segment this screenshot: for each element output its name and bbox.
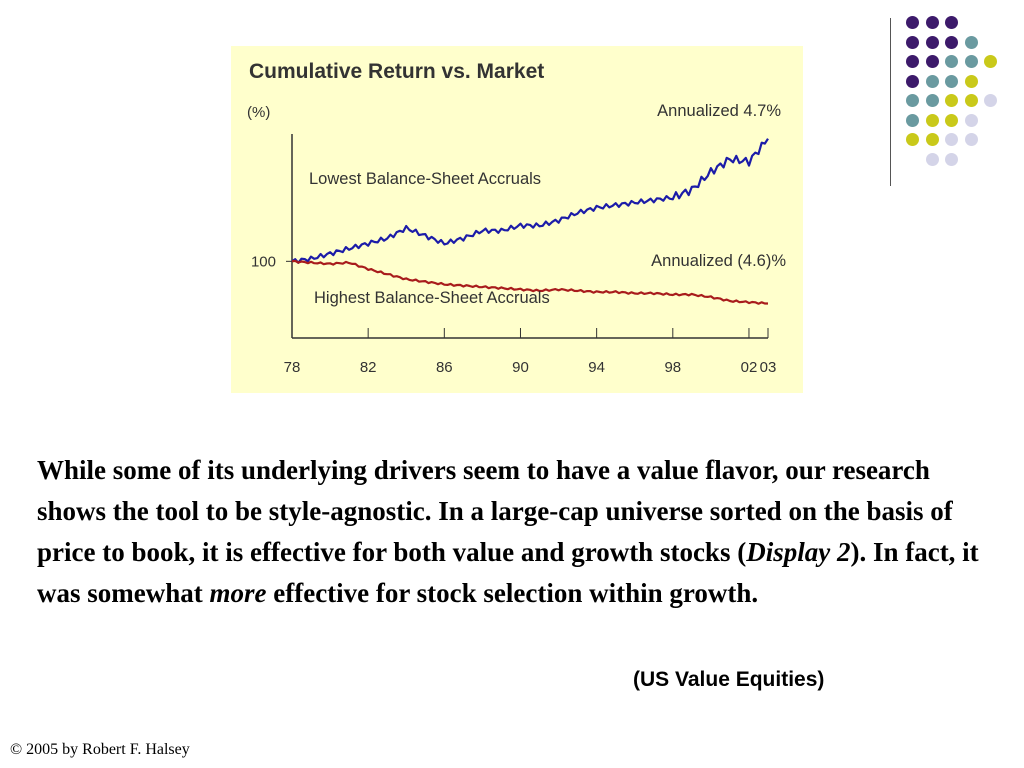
x-tick-label: 90 (512, 359, 529, 376)
decorative-dot (906, 94, 919, 107)
copyright-footer: © 2005 by Robert F. Halsey (10, 741, 190, 758)
decorative-dot (945, 94, 958, 107)
decorative-dot (945, 152, 958, 166)
display-reference: Display 2 (746, 537, 851, 567)
source-label: (US Value Equities) (633, 668, 825, 691)
x-tick-label: 03 (760, 359, 777, 376)
decorative-dot (945, 16, 958, 29)
emphasis-word: more (209, 578, 267, 608)
decorative-dot (964, 113, 978, 127)
body-paragraph: While some of its underlying drivers see… (37, 450, 997, 614)
decorative-dot (964, 74, 978, 88)
decorative-dot-grid (904, 14, 1014, 166)
decorative-dot (906, 133, 919, 146)
series-annualized-label-highest-accruals: Annualized (4.6)% (651, 252, 786, 270)
decorative-dot (964, 133, 978, 146)
line-chart: 78 82 86 90 94 98 02 03 100 Lowest Balance-Sheet … (251, 102, 786, 376)
body-text-part-3: effective for stock selection within gro… (266, 578, 759, 608)
x-tick-label: 98 (664, 359, 681, 376)
decorative-dot (964, 35, 978, 49)
chart-title: Cumulative Return vs. Market (249, 60, 545, 83)
x-tick-label: 78 (284, 359, 301, 376)
x-tick-label: 94 (588, 359, 605, 376)
decorative-dot (945, 133, 958, 146)
series-label-highest-accruals: Highest Balance-Sheet Accruals (314, 289, 550, 307)
body-text-part-1: While some of its underlying drivers see… (37, 455, 953, 567)
body-text-part-2: ). In fact, it was somewhat (37, 537, 979, 608)
decorative-dot (984, 94, 997, 107)
decorative-dot (925, 152, 939, 166)
decorative-dot (925, 133, 939, 146)
decorative-dot (925, 74, 939, 88)
x-tick-label: 86 (436, 359, 453, 376)
decorative-dot (945, 35, 958, 49)
decorative-dot (906, 74, 919, 88)
decorative-dot (925, 94, 939, 107)
decorative-dot (925, 55, 939, 68)
decorative-dot (945, 74, 958, 88)
decorative-dot (925, 113, 939, 127)
y-axis-label: (%) (247, 104, 271, 121)
decorative-dot (964, 94, 978, 107)
decorative-dot (906, 55, 919, 68)
decorative-dot (984, 55, 997, 68)
decorative-dot (925, 16, 939, 29)
x-tick-label: 02 (741, 359, 758, 376)
series-line-highest-accruals (291, 259, 768, 305)
decorative-dot (945, 55, 958, 68)
chart-panel: Cumulative Return vs. Market (%) 78 82 86 9… (231, 46, 803, 393)
y-tick-label: 100 (251, 253, 276, 270)
series-line-lowest-accruals (291, 138, 769, 264)
decorative-dot (906, 35, 919, 49)
decorative-dot (945, 113, 958, 127)
series-annualized-label-lowest-accruals: Annualized 4.7% (657, 102, 781, 120)
divider-line (890, 18, 891, 186)
decorative-dot (964, 55, 978, 68)
decorative-dot (906, 113, 919, 127)
series-label-lowest-accruals: Lowest Balance-Sheet Accruals (309, 170, 541, 188)
x-tick-label: 82 (360, 359, 377, 376)
decorative-dot (925, 35, 939, 49)
decorative-dot (906, 16, 919, 29)
